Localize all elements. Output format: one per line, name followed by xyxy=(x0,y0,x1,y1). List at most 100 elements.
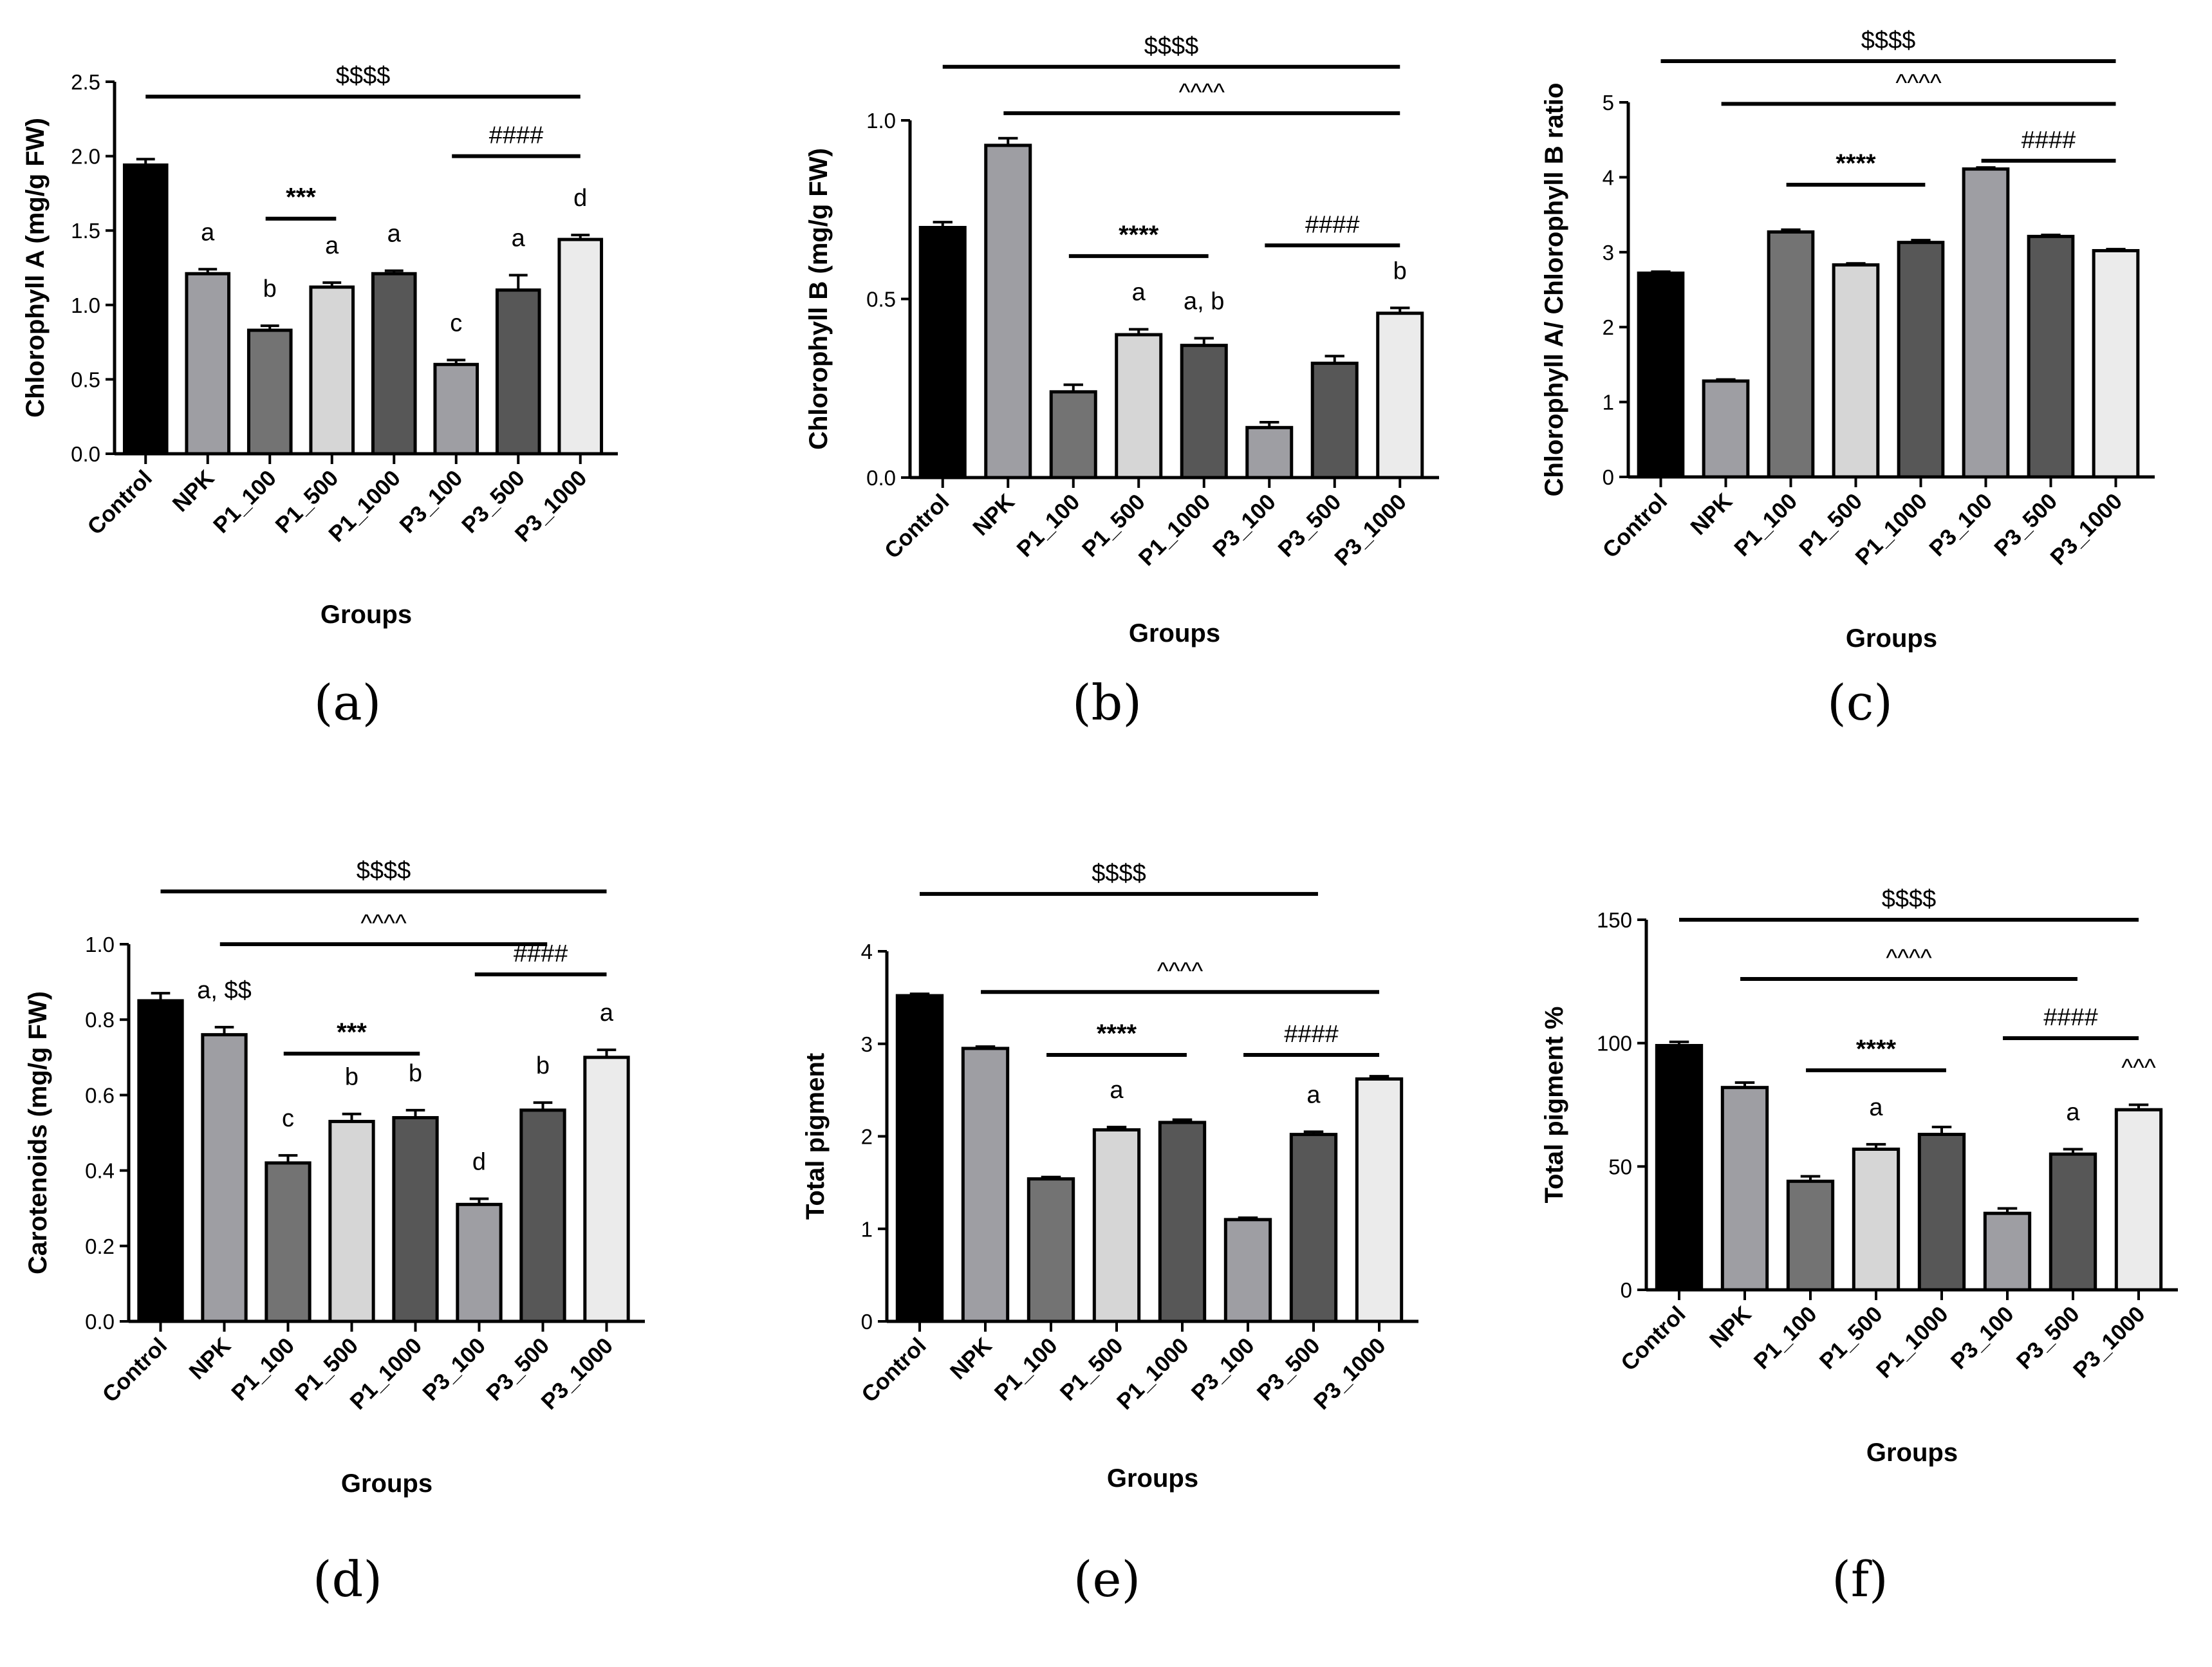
y-tick-label: 2.0 xyxy=(71,145,100,169)
significance-letter: d xyxy=(472,1149,486,1176)
significance-letter: c xyxy=(450,310,462,337)
significance-bracket-label: **** xyxy=(1856,1035,1897,1063)
panel-c: 0 1 2 3 4 5 Chlorophyll A/ Chlorophyll B ratio… xyxy=(1540,27,2155,731)
significance-letter: b xyxy=(1393,257,1407,284)
x-tick-label: P1_100 xyxy=(990,1333,1063,1406)
bar-P1_100 xyxy=(1786,1179,1835,1292)
y-axis-title: Total pigment xyxy=(801,1053,830,1220)
bar-P3_500 xyxy=(2049,1152,2097,1292)
y-tick-label: 3 xyxy=(861,1032,873,1056)
significance-bracket-label: #### xyxy=(2021,127,2076,154)
y-tick-label: 0.4 xyxy=(85,1159,115,1183)
y-tick-label: 5 xyxy=(1603,91,1614,115)
y-axis-title: Chlorophyll A/ Chlorophyll B ratio xyxy=(1540,83,1568,497)
bar-P3_100 xyxy=(1245,425,1294,480)
bar-NPK xyxy=(1720,1086,1769,1292)
x-tick-label: P3_100 xyxy=(1946,1301,2019,1374)
x-axis-title: Groups xyxy=(341,1469,432,1498)
x-tick-label: P3_100 xyxy=(418,1333,490,1406)
bar-P3_100 xyxy=(456,1202,503,1323)
bar-P3_500 xyxy=(1289,1133,1338,1323)
x-tick-label: Control xyxy=(1598,489,1673,563)
significance-bracket-label: #### xyxy=(514,940,568,967)
bar-P1_1000 xyxy=(1917,1133,1966,1292)
bar-P1_100 xyxy=(246,328,293,456)
y-tick-label: 1 xyxy=(1603,391,1614,414)
y-tick-label: 2 xyxy=(1603,315,1614,339)
significance-bracket-label: #### xyxy=(1284,1021,1339,1048)
y-tick-label: 0.0 xyxy=(71,442,100,466)
y-tick-label: 150 xyxy=(1597,908,1632,932)
panel-label: (e) xyxy=(1073,1551,1140,1608)
y-tick-label: 0.5 xyxy=(71,368,100,391)
x-tick-label: NPK xyxy=(168,465,219,517)
bar-P3_500 xyxy=(495,288,541,456)
x-axis-title: Groups xyxy=(1866,1439,1958,1467)
bar-Control xyxy=(895,994,944,1323)
x-tick-label: Control xyxy=(98,1333,172,1408)
x-tick-label: P3_100 xyxy=(1187,1333,1259,1406)
x-axis-title: Groups xyxy=(1107,1464,1198,1493)
x-tick-label: P3_1000 xyxy=(1309,1333,1391,1415)
bar-P3_1000 xyxy=(557,237,604,456)
significance-bracket-label: #### xyxy=(1305,211,1360,238)
x-tick-label: P1_100 xyxy=(1729,489,1802,561)
y-tick-label: 1 xyxy=(861,1217,873,1241)
bar-P1_500 xyxy=(1115,333,1163,480)
y-tick-label: 0.6 xyxy=(85,1083,115,1107)
bar-P1_500 xyxy=(328,1119,375,1323)
x-tick-label: P3_1000 xyxy=(1330,489,1411,571)
bar-P1_100 xyxy=(1049,390,1097,480)
bar-P3_500 xyxy=(2027,234,2075,479)
x-axis-title: Groups xyxy=(1129,619,1220,647)
bar-P3_100 xyxy=(1223,1218,1272,1323)
x-tick-label: P3_1000 xyxy=(2045,489,2127,570)
significance-letter: a, b xyxy=(1184,288,1224,315)
x-tick-label: NPK xyxy=(184,1333,236,1384)
significance-letter: d xyxy=(573,185,587,212)
significance-bracket-label: $$$$ xyxy=(1092,860,1146,887)
y-tick-label: 2 xyxy=(861,1125,873,1149)
panel-label: (c) xyxy=(1827,674,1893,731)
significance-bracket-label: ^^^^ xyxy=(1179,79,1225,106)
y-axis-title: Total pigment % xyxy=(1540,1007,1568,1204)
significance-bracket-label: $$$$ xyxy=(1861,27,1916,54)
significance-letter: a xyxy=(1110,1077,1124,1104)
x-tick-label: NPK xyxy=(1705,1301,1756,1353)
bar-P1_100 xyxy=(265,1161,311,1323)
panel-label: (f) xyxy=(1832,1551,1888,1608)
y-axis-title: Chlorophyll A (mg/g FW) xyxy=(21,118,50,418)
bar-P3_1000 xyxy=(1355,1077,1404,1323)
y-tick-label: 0.0 xyxy=(85,1310,115,1334)
y-tick-label: 1.0 xyxy=(866,109,896,133)
bar-P3_100 xyxy=(433,362,479,456)
bar-P1_500 xyxy=(309,285,355,456)
bar-P1_100 xyxy=(1767,230,1815,479)
panel-d: 0.0 0.2 0.4 0.6 0.8 1.0 Carotenoids (mg/g FW) C… xyxy=(24,857,645,1608)
significance-letter: a xyxy=(1869,1094,1883,1121)
bar-NPK xyxy=(1702,379,1750,479)
x-tick-label: P1_1000 xyxy=(1872,1301,1953,1383)
bar-Control xyxy=(918,226,967,480)
significance-letter: a xyxy=(2066,1099,2080,1126)
significance-letter: b xyxy=(409,1060,422,1087)
x-axis-title: Groups xyxy=(1846,624,1937,653)
bar-P1_1000 xyxy=(392,1116,439,1323)
panel-label: (b) xyxy=(1072,674,1142,731)
significance-bracket-label: $$$$ xyxy=(1144,33,1199,60)
significance-bracket-label: $$$$ xyxy=(1882,886,1937,913)
x-tick-label: P1_100 xyxy=(1749,1301,1822,1374)
y-tick-label: 0 xyxy=(1603,465,1614,489)
significance-bracket-label: ^^^^ xyxy=(360,910,406,937)
bar-Control xyxy=(137,999,184,1323)
x-tick-label: NPK xyxy=(968,489,1019,541)
x-tick-label: P1_1000 xyxy=(1134,489,1216,571)
significance-letter: a xyxy=(600,1000,614,1027)
significance-letter: a xyxy=(387,221,402,248)
y-tick-label: 1.0 xyxy=(71,293,100,317)
significance-bracket-label: $$$$ xyxy=(357,857,411,884)
x-tick-label: P3_100 xyxy=(1924,489,1997,561)
y-axis-title: Carotenoids (mg/g FW) xyxy=(24,991,52,1274)
